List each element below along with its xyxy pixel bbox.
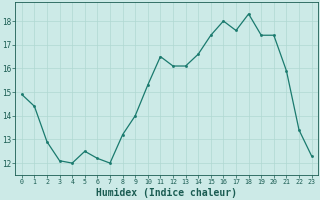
X-axis label: Humidex (Indice chaleur): Humidex (Indice chaleur) — [96, 188, 237, 198]
